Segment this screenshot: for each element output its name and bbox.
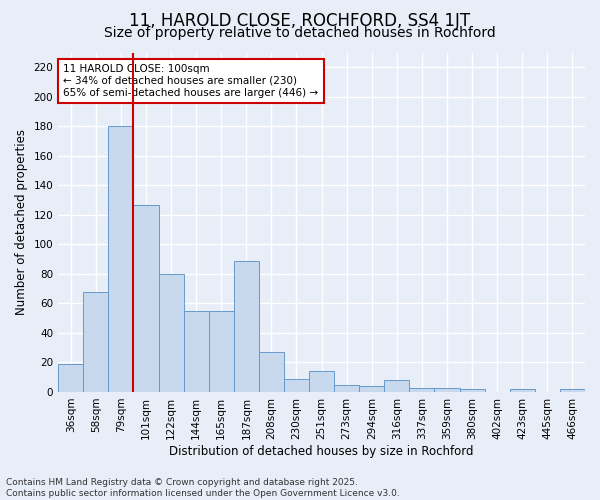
Bar — [409, 388, 434, 392]
Bar — [460, 389, 485, 392]
Text: 11, HAROLD CLOSE, ROCHFORD, SS4 1JT: 11, HAROLD CLOSE, ROCHFORD, SS4 1JT — [130, 12, 470, 30]
X-axis label: Distribution of detached houses by size in Rochford: Distribution of detached houses by size … — [169, 444, 474, 458]
Bar — [434, 388, 460, 392]
Bar — [234, 260, 259, 392]
Bar — [359, 386, 385, 392]
Bar — [284, 378, 309, 392]
Bar — [58, 364, 83, 392]
Bar — [158, 274, 184, 392]
Bar — [334, 384, 359, 392]
Bar — [510, 389, 535, 392]
Bar — [385, 380, 409, 392]
Text: Size of property relative to detached houses in Rochford: Size of property relative to detached ho… — [104, 26, 496, 40]
Bar — [309, 372, 334, 392]
Bar — [133, 204, 158, 392]
Bar — [83, 292, 109, 392]
Text: Contains HM Land Registry data © Crown copyright and database right 2025.
Contai: Contains HM Land Registry data © Crown c… — [6, 478, 400, 498]
Bar — [109, 126, 133, 392]
Bar — [259, 352, 284, 392]
Bar — [209, 311, 234, 392]
Bar — [184, 311, 209, 392]
Bar — [560, 389, 585, 392]
Text: 11 HAROLD CLOSE: 100sqm
← 34% of detached houses are smaller (230)
65% of semi-d: 11 HAROLD CLOSE: 100sqm ← 34% of detache… — [63, 64, 319, 98]
Y-axis label: Number of detached properties: Number of detached properties — [15, 129, 28, 315]
